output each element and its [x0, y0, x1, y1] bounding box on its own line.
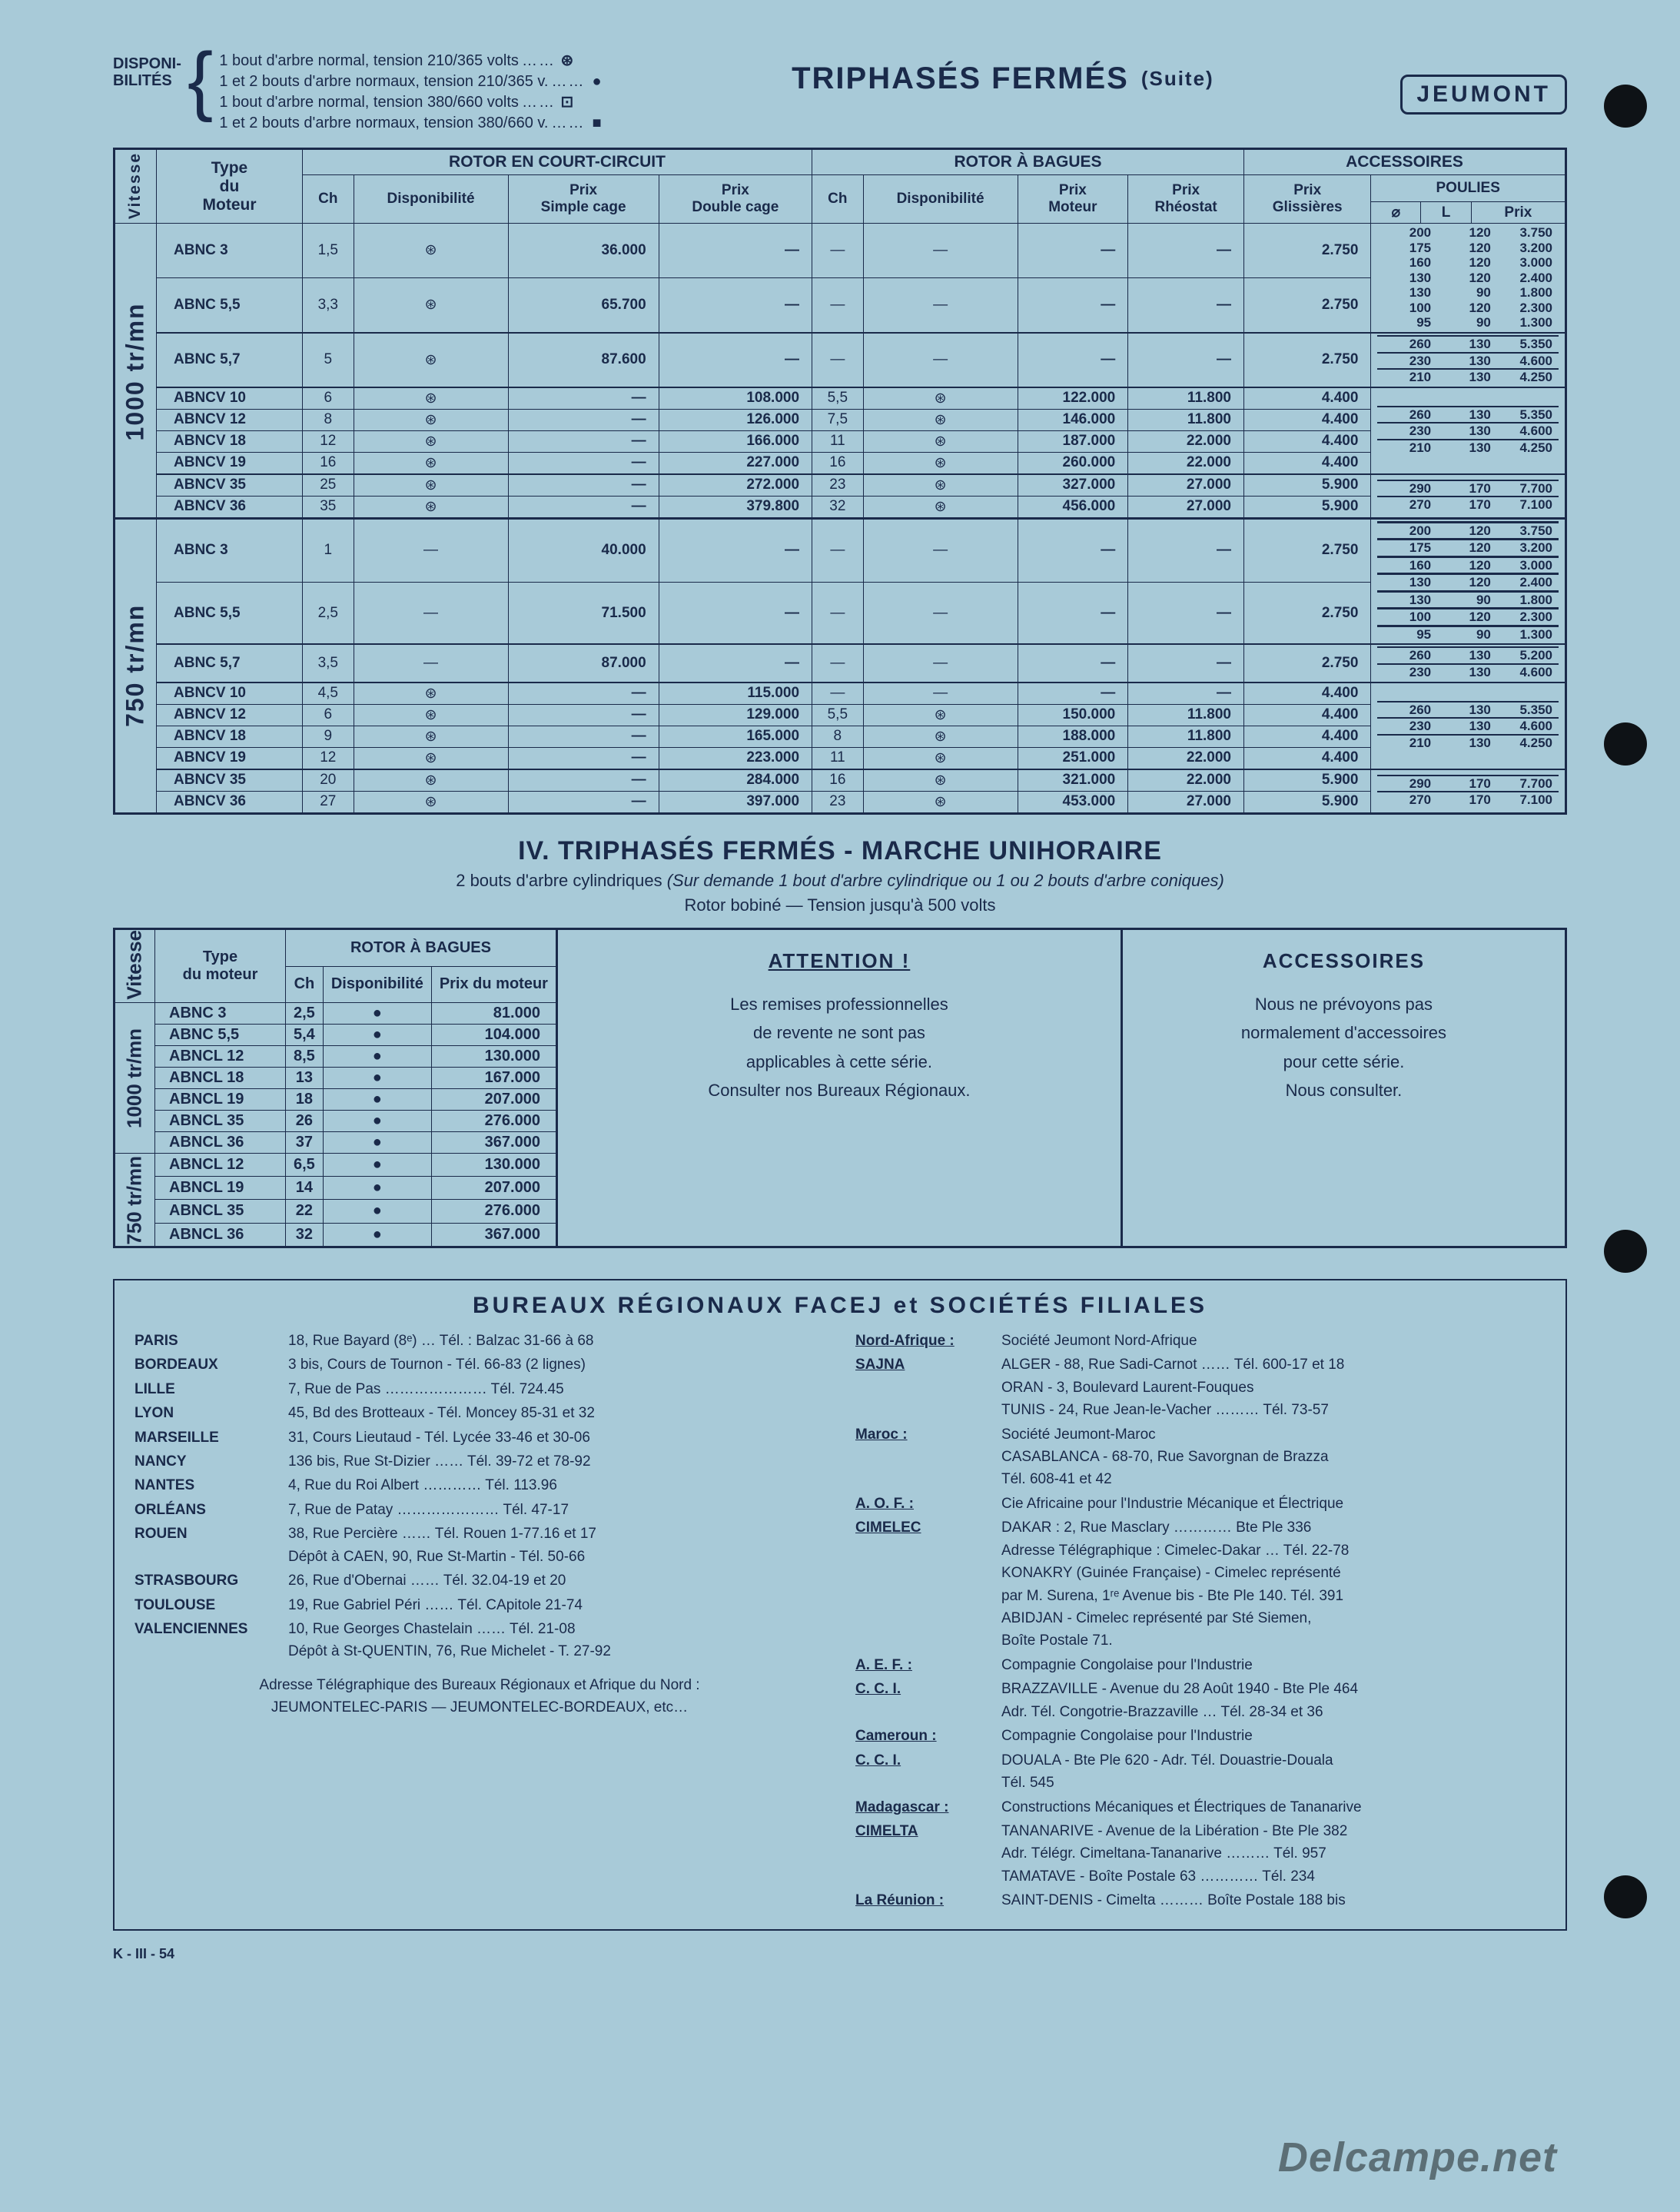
- bureau-line: A. O. F. :Cie Africaine pour l'Industrie…: [855, 1493, 1546, 1515]
- bureau-line: Madagascar :Constructions Mécaniques et …: [855, 1796, 1546, 1818]
- table-row: 1000 tr/mnABNC 31,5⊛36.000—————2.7502001…: [115, 224, 1566, 278]
- table-row: ABNCV 1912⊛—223.00011⊛251.00022.0004.400: [115, 747, 1566, 769]
- table-row: ABNC 5,75⊛87.600—————2.7502601305.350230…: [115, 333, 1566, 387]
- header: DISPONI- BILITÉS { 1 bout d'arbre normal…: [113, 49, 1567, 134]
- brand-logo: JEUMONT: [1400, 75, 1567, 115]
- table-row: ABNCV 126⊛—129.0005,5⊛150.00011.8004.400: [115, 704, 1566, 726]
- table-row: ABNCV 3520⊛—284.00016⊛321.00022.0005.900…: [115, 769, 1566, 792]
- table-row: ABNCL 3632●367.000: [115, 1223, 557, 1247]
- bureau-line: NANTES4, Rue du Roi Albert ………… Tél. 113…: [134, 1474, 825, 1496]
- bureaux-regionaux: BUREAUX RÉGIONAUX FACEJ et SOCIÉTÉS FILI…: [113, 1279, 1567, 1931]
- table-row: ABNCV 1916⊛—227.00016⊛260.00022.0004.400: [115, 452, 1566, 474]
- table-row: ABNCL 128,5●130.000: [115, 1046, 557, 1068]
- table-row: ABNCV 3635⊛—379.80032⊛456.00027.0005.900: [115, 496, 1566, 518]
- legend-line: 1 bout d'arbre normal, tension 380/660 v…: [219, 92, 605, 113]
- legend-line: 1 et 2 bouts d'arbre normaux, tension 38…: [219, 113, 605, 134]
- table-row: 750 tr/mnABNC 31—40.000—————2.7502001203…: [115, 518, 1566, 582]
- punch-hole: [1604, 722, 1647, 766]
- bureau-line: A. E. F. :Compagnie Congolaise pour l'In…: [855, 1654, 1546, 1676]
- punch-hole: [1604, 85, 1647, 128]
- table-row: ABNCV 104,5⊛—115.000————4.4002601305.350…: [115, 683, 1566, 705]
- bureau-line: CIMELECDAKAR : 2, Rue Masclary ………… Bte …: [855, 1516, 1546, 1652]
- bureau-line: ROUEN38, Rue Percière …… Tél. Rouen 1-77…: [134, 1523, 825, 1568]
- attention-line: Les remises professionnelles: [578, 990, 1101, 1018]
- table-row: ABNCV 189⊛—165.0008⊛188.00011.8004.400: [115, 726, 1566, 747]
- bureau-line: C. C. I.DOUALA - Bte Ple 620 - Adr. Tél.…: [855, 1749, 1546, 1795]
- bureaux-col-left: PARIS18, Rue Bayard (8ᵉ) … Tél. : Balzac…: [134, 1330, 825, 1914]
- table-row: ABNCV 106⊛—108.0005,5⊛122.00011.8004.400…: [115, 387, 1566, 410]
- table-row: ABNC 5,53,3⊛65.700—————2.750: [115, 277, 1566, 333]
- accessoires-line: normalement d'accessoires: [1143, 1018, 1545, 1047]
- section-4-row: Vitesse Typedu moteur ROTOR À BAGUESChDi…: [113, 928, 1567, 1248]
- bureau-line: PARIS18, Rue Bayard (8ᵉ) … Tél. : Balzac…: [134, 1330, 825, 1352]
- bureau-line: VALENCIENNES10, Rue Georges Chastelain ……: [134, 1618, 825, 1663]
- disponibilites-legend: 1 bout d'arbre normal, tension 210/365 v…: [219, 49, 605, 134]
- table-row: ABNC 5,52,5—71.500—————2.750: [115, 582, 1566, 644]
- attention-panel: ATTENTION ! Les remises professionnelles…: [558, 928, 1123, 1248]
- bureaux-col-right: Nord-Afrique :Société Jeumont Nord-Afriq…: [855, 1330, 1546, 1914]
- watermark: Delcampe.net: [1278, 2134, 1557, 2181]
- table-row: 1000 tr/mnABNC 32,5●81.000: [115, 1003, 557, 1025]
- brace-icon: {: [188, 49, 219, 111]
- bureau-line: BORDEAUX3 bis, Cours de Tournon - Tél. 6…: [134, 1353, 825, 1376]
- bureau-line: SAJNAALGER - 88, Rue Sadi-Carnot …… Tél.…: [855, 1353, 1546, 1421]
- page: DISPONI- BILITÉS { 1 bout d'arbre normal…: [64, 31, 1616, 1999]
- bureau-line: NANCY136 bis, Rue St-Dizier …… Tél. 39-7…: [134, 1450, 825, 1473]
- table-row: 750 tr/mnABNCL 126,5●130.000: [115, 1154, 557, 1177]
- bureau-line: ORLÉANS7, Rue de Patay ………………… Tél. 47-1…: [134, 1499, 825, 1521]
- table-row: ABNCV 1812⊛—166.00011⊛187.00022.0004.400: [115, 430, 1566, 452]
- bureau-line: STRASBOURG26, Rue d'Obernai …… Tél. 32.0…: [134, 1569, 825, 1592]
- section-4-subtitle-2: Rotor bobiné — Tension jusqu'à 500 volts: [113, 895, 1567, 915]
- table-row: ABNC 5,55,4●104.000: [115, 1025, 557, 1046]
- bureau-line: LILLE7, Rue de Pas ………………… Tél. 724.45: [134, 1378, 825, 1400]
- table-unihoraire: Vitesse Typedu moteur ROTOR À BAGUESChDi…: [113, 928, 558, 1248]
- footer-code: K - III - 54: [113, 1946, 1567, 1962]
- table-row: ABNCV 3525⊛—272.00023⊛327.00027.0005.900…: [115, 474, 1566, 497]
- table-triphases-fermes: Vitesse TypeduMoteur ROTOR EN COURT-CIRC…: [113, 148, 1567, 815]
- section-4-header: IV. TRIPHASÉS FERMÉS - MARCHE UNIHORAIRE…: [113, 836, 1567, 915]
- punch-hole: [1604, 1875, 1647, 1918]
- table-row: ABNCL 1918●207.000: [115, 1089, 557, 1111]
- bureau-line: C. C. I.BRAZZAVILLE - Avenue du 28 Août …: [855, 1678, 1546, 1723]
- table-row: ABNC 5,73,5—87.000—————2.7502601305.2002…: [115, 644, 1566, 682]
- page-title: TRIPHASÉS FERMÉS (Suite): [605, 49, 1400, 96]
- table-row: ABNCL 1914●207.000: [115, 1177, 557, 1200]
- accessoires-heading: ACCESSOIRES: [1143, 944, 1545, 978]
- accessoires-line: pour cette série.: [1143, 1048, 1545, 1076]
- attention-line: de revente ne sont pas: [578, 1018, 1101, 1047]
- bureaux-title: BUREAUX RÉGIONAUX FACEJ et SOCIÉTÉS FILI…: [134, 1293, 1546, 1319]
- disponibilites-label: DISPONI- BILITÉS: [113, 49, 188, 89]
- bureau-line: TOULOUSE19, Rue Gabriel Péri …… Tél. CAp…: [134, 1594, 825, 1616]
- punch-hole: [1604, 1230, 1647, 1273]
- table-row: ABNCL 3526●276.000: [115, 1111, 557, 1132]
- accessoires-line: Nous ne prévoyons pas: [1143, 990, 1545, 1018]
- table-row: ABNCV 3627⊛—397.00023⊛453.00027.0005.900: [115, 791, 1566, 813]
- accessoires-line: Nous consulter.: [1143, 1076, 1545, 1104]
- bureau-line: CIMELTATANANARIVE - Avenue de la Libérat…: [855, 1820, 1546, 1888]
- attention-heading: ATTENTION !: [578, 944, 1101, 978]
- section-4-subtitle-1: 2 bouts d'arbre cylindriques (Sur demand…: [113, 871, 1567, 891]
- accessoires-panel: ACCESSOIRES Nous ne prévoyons pasnormale…: [1123, 928, 1567, 1248]
- legend-line: 1 bout d'arbre normal, tension 210/365 v…: [219, 51, 605, 71]
- table-row: ABNCL 3637●367.000: [115, 1132, 557, 1154]
- bureau-line: La Réunion :SAINT-DENIS - Cimelta ……… Bo…: [855, 1889, 1546, 1911]
- bureau-line: Maroc :Société Jeumont-MarocCASABLANCA -…: [855, 1423, 1546, 1491]
- bureau-line: LYON45, Bd des Brotteaux - Tél. Moncey 8…: [134, 1402, 825, 1424]
- telegraphic-note: Adresse Télégraphique des Bureaux Région…: [134, 1674, 825, 1719]
- table-row: ABNCV 128⊛—126.0007,5⊛146.00011.8004.400: [115, 409, 1566, 430]
- table-row: ABNCL 1813●167.000: [115, 1068, 557, 1089]
- bureau-line: Nord-Afrique :Société Jeumont Nord-Afriq…: [855, 1330, 1546, 1352]
- bureau-line: Cameroun :Compagnie Congolaise pour l'In…: [855, 1725, 1546, 1747]
- attention-line: applicables à cette série.: [578, 1048, 1101, 1076]
- bureau-line: MARSEILLE31, Cours Lieutaud - Tél. Lycée…: [134, 1427, 825, 1449]
- attention-line: Consulter nos Bureaux Régionaux.: [578, 1076, 1101, 1104]
- table-row: ABNCL 3522●276.000: [115, 1200, 557, 1223]
- legend-line: 1 et 2 bouts d'arbre normaux, tension 21…: [219, 71, 605, 92]
- section-4-title: IV. TRIPHASÉS FERMÉS - MARCHE UNIHORAIRE: [113, 836, 1567, 866]
